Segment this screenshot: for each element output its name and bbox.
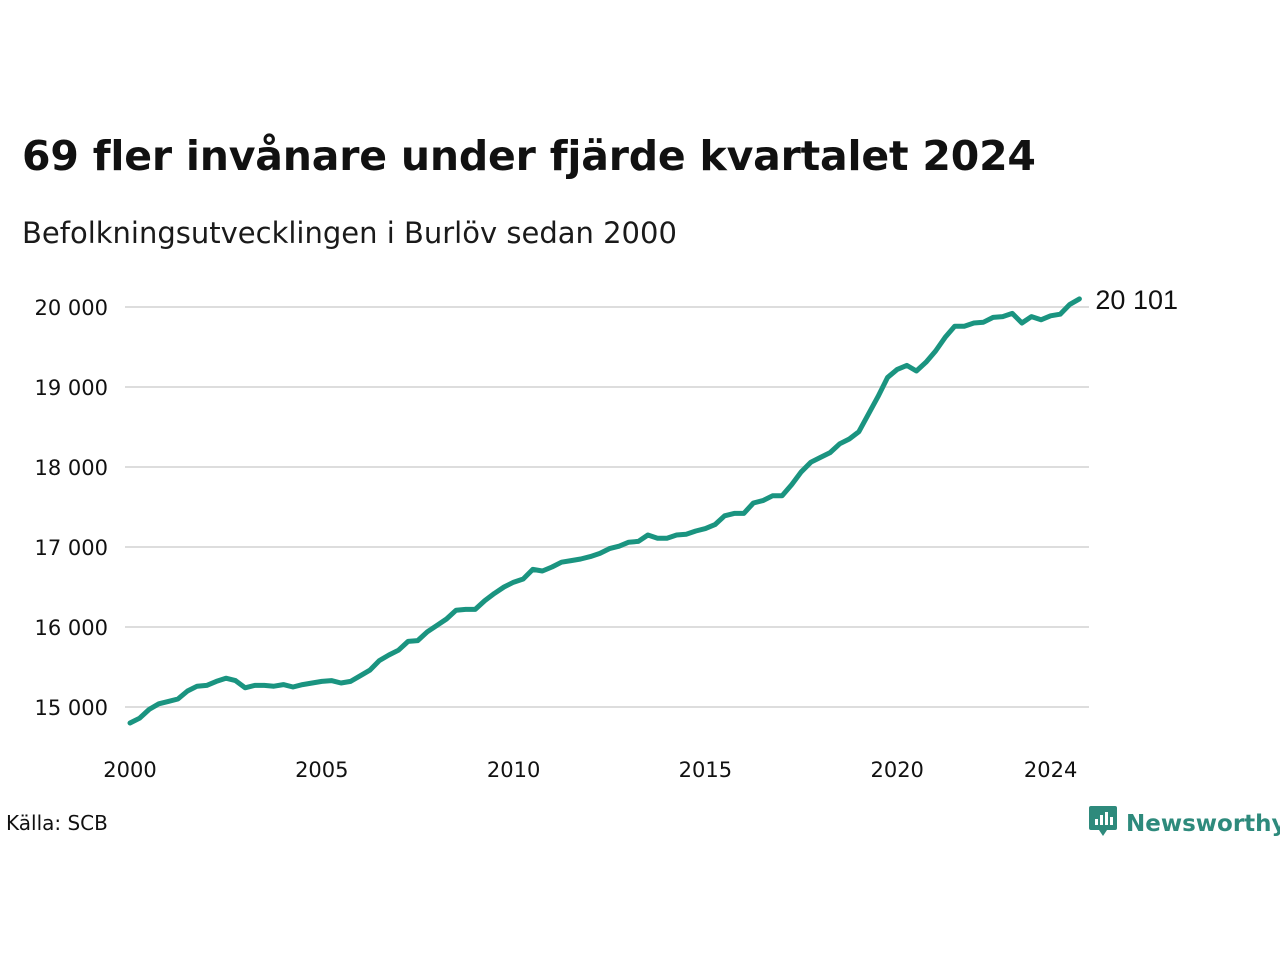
x-tick-label: 2015 [679, 758, 732, 782]
x-tick-label: 2005 [295, 758, 348, 782]
end-value-label: 20 101 [1095, 285, 1178, 315]
x-tick-label: 2000 [103, 758, 156, 782]
chart-title: 69 fler invånare under fjärde kvartalet … [22, 132, 1036, 180]
chart-subtitle: Befolkningsutvecklingen i Burlöv sedan 2… [22, 216, 677, 250]
source-note: Källa: SCB [6, 811, 108, 835]
y-tick-label: 18 000 [35, 456, 108, 480]
y-tick-label: 17 000 [35, 536, 108, 560]
grid-lines [125, 306, 1089, 708]
x-tick-label: 2020 [870, 758, 923, 782]
brand-name: Newsworthy [1126, 810, 1280, 837]
y-tick-label: 19 000 [35, 376, 108, 400]
newsworthy-logo: Newsworthy [1088, 804, 1280, 843]
newsworthy-icon [1088, 804, 1118, 843]
y-axis-ticks: 15 000 16 000 17 000 18 000 19 000 20 000 [35, 296, 108, 720]
end-label-layer: 20 101 [1095, 285, 1178, 315]
series-layer [127, 296, 1082, 726]
x-tick-label: 2010 [487, 758, 540, 782]
x-tick-label: 2024 [1024, 758, 1077, 782]
y-tick-label: 15 000 [35, 696, 108, 720]
population-line [127, 296, 1082, 726]
x-axis-ticks: 2000 2005 2010 2015 2020 2024 [103, 758, 1077, 782]
y-tick-label: 16 000 [35, 616, 108, 640]
y-tick-label: 20 000 [35, 296, 108, 320]
